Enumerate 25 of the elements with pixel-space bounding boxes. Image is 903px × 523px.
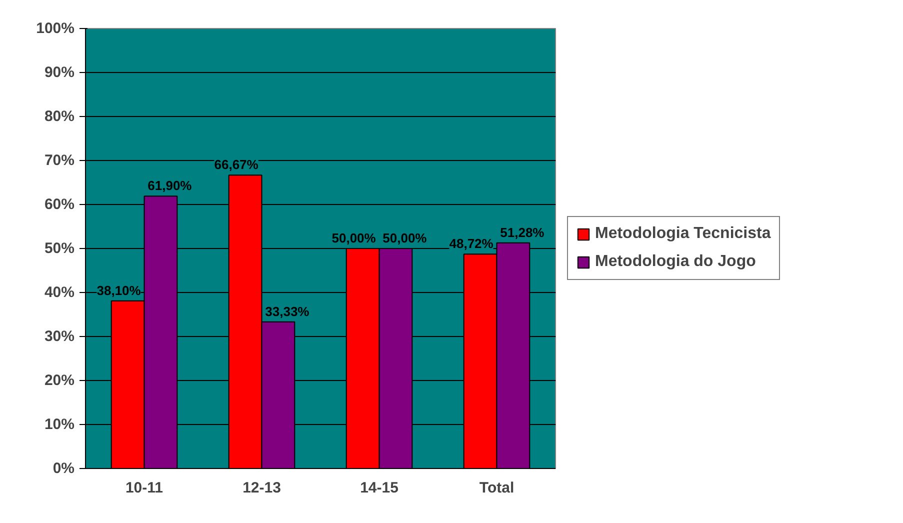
y-tick-label: 60% — [44, 196, 75, 213]
data-label: 51,28% — [500, 224, 545, 240]
data-label: 66,67% — [214, 157, 259, 172]
legend-label: Metodologia do Jogo — [595, 253, 756, 271]
y-tick-label: 30% — [44, 328, 75, 345]
y-tick-label: 0% — [52, 460, 75, 477]
x-tick-label: 10-11 — [125, 480, 164, 496]
y-tick-label: 10% — [44, 416, 75, 433]
y-tick-label: 70% — [44, 152, 75, 169]
data-label: 33,33% — [265, 304, 310, 319]
data-label: 38,10% — [96, 282, 142, 298]
x-tick-label: 12-13 — [242, 480, 281, 496]
data-label: 50,00% — [382, 230, 428, 246]
legend-label: Metodologia Tecnicista — [595, 225, 771, 243]
data-label: 48,72% — [449, 236, 494, 252]
y-tick-label: 40% — [44, 284, 75, 301]
y-tick-label: 80% — [44, 108, 75, 125]
data-label: 50,00% — [332, 230, 376, 246]
y-tick-label: 20% — [44, 372, 75, 389]
x-tick-label: Total — [479, 480, 514, 496]
data-label: 61,90% — [148, 178, 192, 194]
y-tick-label: 100% — [36, 20, 75, 37]
y-tick-label: 90% — [44, 64, 75, 81]
y-tick-label: 50% — [44, 240, 75, 257]
x-tick-label: 14-15 — [360, 480, 398, 496]
